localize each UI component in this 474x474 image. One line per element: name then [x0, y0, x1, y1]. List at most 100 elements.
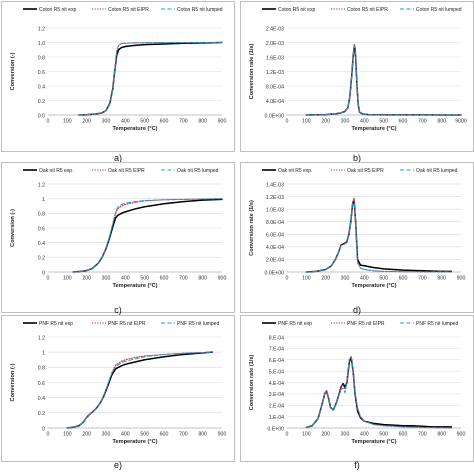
y-tick-label: 0.0E+00	[265, 270, 285, 276]
y-tick-label: 0.6	[38, 226, 45, 232]
x-tick-label: 9000	[455, 119, 467, 125]
x-tick-label: 0	[47, 432, 50, 438]
y-tick-label: 0.E+00	[267, 426, 284, 432]
legend-label: PNF R5 nit exp	[39, 321, 73, 327]
y-tick-label: 1	[42, 197, 45, 203]
legend-label: Coton R5 nit lumped	[416, 7, 462, 13]
x-tick-label: 300	[341, 432, 350, 438]
x-tick-label: 200	[321, 276, 330, 282]
y-tick-label: 6.0E-04	[266, 233, 284, 239]
x-tick-label: 0	[286, 119, 289, 125]
y-tick-label: 1.0E-03	[266, 207, 284, 213]
x-tick-label: 300	[102, 119, 111, 125]
series-line-dashed	[305, 355, 452, 429]
chart-panel-e: 0 0.2 0.4 0.6 0.8 1 1.2 0 100 200 300 400 500 600 700 8…	[1, 315, 235, 470]
x-tick-label: 100	[63, 276, 72, 282]
y-tick-label: 1.2E-03	[266, 70, 284, 76]
y-axis-title: Conversion (-)	[10, 52, 16, 90]
x-axis-title: Temperature (°C)	[112, 283, 157, 289]
x-tick-label: 700	[179, 119, 188, 125]
panel-caption: a)	[114, 153, 122, 163]
x-tick-label: 400	[360, 119, 369, 125]
legend-label: Oak nit R5 exp.	[39, 168, 73, 174]
y-tick-label: 3.E-04	[269, 392, 284, 398]
x-tick-label: 600	[399, 432, 408, 438]
y-tick-label: 1	[42, 350, 45, 356]
chart-panel-d: 0.0E+00 2.0E-04 4.0E-04 6.0E-04 8.0E-04 1.0E-…	[240, 162, 474, 315]
y-tick-label: 0.4	[38, 84, 45, 90]
y-tick-label: 2.0E-04	[266, 258, 284, 264]
legend-label: PNF R5 nit EIPR	[347, 321, 385, 327]
y-tick-label: 8.E-04	[269, 335, 284, 341]
x-tick-label: 900	[218, 432, 227, 438]
x-tick-label: 0	[47, 119, 50, 125]
y-axis-title: Conversion rate (1/s)	[249, 355, 255, 411]
series-line-dashed	[72, 198, 223, 273]
x-tick-label: 700	[179, 276, 188, 282]
x-tick-label: 900	[218, 119, 227, 125]
x-tick-label: 300	[102, 432, 111, 438]
y-axis-title: Conversion rate (1/s)	[249, 200, 255, 256]
y-axis-title: Conversion rate (1/s)	[249, 44, 255, 100]
y-tick-label: 2.4E-03	[266, 26, 284, 32]
legend-label: Coton R5 nit lumped	[177, 7, 223, 13]
x-axis-title: Temperature (°C)	[351, 126, 396, 132]
y-tick-label: 8.0E-04	[266, 220, 284, 226]
y-tick-label: 0.2	[38, 411, 45, 417]
x-tick-label: 800	[437, 276, 446, 282]
x-tick-label: 200	[321, 432, 330, 438]
x-tick-label: 600	[160, 276, 169, 282]
legend-label: PNF R5 nit lumped	[177, 321, 219, 327]
chart-frame	[240, 315, 474, 462]
y-tick-label: 1.E-04	[269, 415, 284, 421]
y-tick-label: 2.E-04	[269, 404, 284, 410]
x-tick-label: 700	[418, 119, 427, 125]
y-tick-label: 5.E-04	[269, 369, 284, 375]
y-tick-label: 0.6	[38, 70, 45, 76]
x-tick-label: 100	[63, 432, 72, 438]
legend-label: Coton R5 nit exp	[39, 7, 76, 13]
x-tick-label: 0	[47, 276, 50, 282]
legend-label: PNF R5 nit exp	[278, 321, 312, 327]
x-tick-label: 300	[341, 276, 350, 282]
x-tick-label: 500	[140, 276, 149, 282]
x-axis-title: Temperature (°C)	[351, 283, 396, 289]
x-tick-label: 400	[121, 432, 130, 438]
x-tick-label: 400	[360, 276, 369, 282]
y-tick-label: 1.0	[38, 41, 45, 47]
legend-label: Oak nit R5 EIPR	[347, 168, 384, 174]
series-line-dashed	[305, 45, 462, 116]
chart-panel-c: 0 0.2 0.4 0.6 0.8 1 1.2 0 100 200 300 400 500 600 700 8…	[1, 162, 235, 315]
legend-label: Coton R5 nit exp	[278, 7, 315, 13]
y-tick-label: 0.2	[38, 99, 45, 105]
legend-label: Oak nit R5 exp.	[278, 168, 312, 174]
legend-label: PNF R5 nit EIPR	[108, 321, 146, 327]
x-tick-label: 100	[302, 432, 311, 438]
x-tick-label: 700	[418, 432, 427, 438]
series-line-dashed	[305, 198, 452, 273]
legend-label: Coton R5 nit EIPR	[347, 7, 388, 13]
chart-frame	[1, 1, 235, 152]
x-tick-label: 400	[360, 432, 369, 438]
x-tick-label: 900	[457, 432, 466, 438]
x-tick-label: 500	[379, 119, 388, 125]
x-tick-label: 700	[179, 432, 188, 438]
x-tick-label: 900	[218, 276, 227, 282]
y-tick-label: 0.4	[38, 396, 45, 402]
x-tick-label: 500	[379, 432, 388, 438]
y-tick-label: 6.E-04	[269, 358, 284, 364]
y-tick-label: 1.2	[38, 26, 45, 32]
x-axis-title: Temperature (°C)	[112, 439, 157, 445]
x-tick-label: 200	[321, 119, 330, 125]
x-tick-label: 300	[341, 119, 350, 125]
y-tick-label: 4.0E-04	[266, 245, 284, 251]
chart-panel-f: 0.E+00 1.E-04 2.E-04 3.E-04 4.E-04 5.E-04 6.E-…	[240, 315, 474, 470]
y-tick-label: 1.6E-03	[266, 55, 284, 61]
chart-frame	[1, 162, 235, 313]
x-tick-label: 600	[399, 119, 408, 125]
y-tick-label: 1.4E-03	[266, 182, 284, 188]
panel-caption: e)	[114, 460, 122, 470]
y-tick-label: 0.0E+00	[265, 113, 285, 119]
x-tick-label: 600	[160, 119, 169, 125]
